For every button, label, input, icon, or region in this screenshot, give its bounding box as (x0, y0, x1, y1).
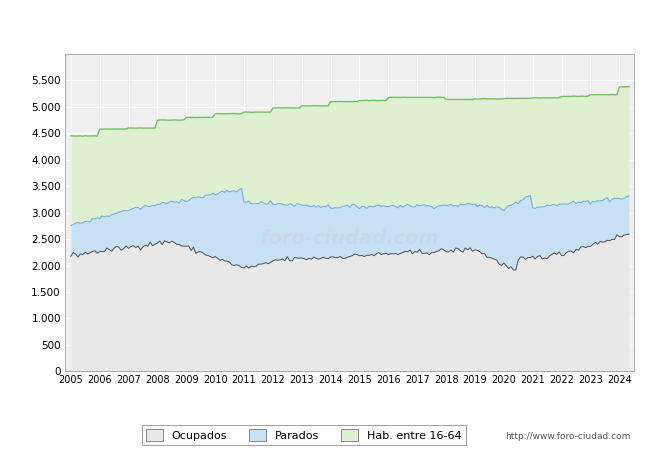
Text: http://www.foro-ciudad.com: http://www.foro-ciudad.com (505, 432, 630, 441)
Legend: Ocupados, Parados, Hab. entre 16-64: Ocupados, Parados, Hab. entre 16-64 (142, 425, 466, 445)
Text: foro-ciudad.com: foro-ciudad.com (260, 229, 439, 248)
Text: Aracena - Evolucion de la poblacion en edad de Trabajar Mayo de 2024: Aracena - Evolucion de la poblacion en e… (88, 17, 562, 30)
